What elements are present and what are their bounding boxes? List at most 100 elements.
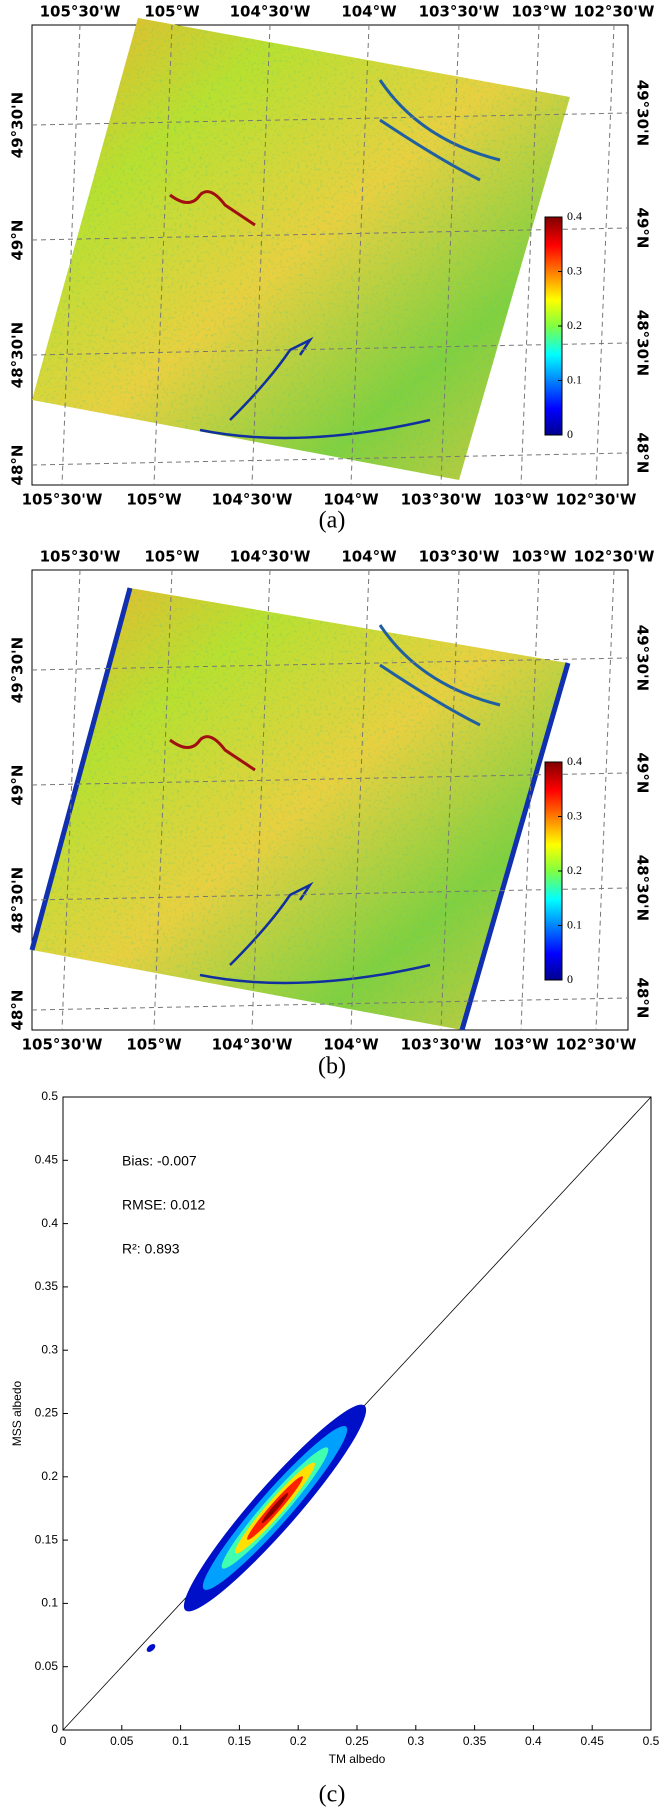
x-tick-label: 0.3 (407, 1734, 424, 1748)
river (378, 624, 501, 727)
lat-label: 48°30'N (9, 322, 27, 388)
map-panel: 105°30'W 105°30'W 105°W 105°W 104°30'W 104°30… (9, 3, 655, 534)
y-tick-label: 0.45 (35, 1152, 59, 1166)
colorbar-tick-label: 0 (567, 427, 573, 441)
x-tick-label: 0.2 (290, 1734, 307, 1748)
map-grid-line (31, 657, 629, 671)
lon-label: 103°30'W (401, 1036, 482, 1054)
y-tick-label: 0.4 (41, 1216, 58, 1230)
lon-label: 104°W (323, 491, 379, 509)
panel-caption: (b) (318, 1054, 346, 1080)
lon-label: 102°30'W (556, 1036, 637, 1054)
colorbar-tick-label: 0.2 (567, 318, 582, 332)
lon-label: 105°W (144, 3, 200, 21)
lat-label: 48°N (634, 978, 652, 1019)
annotation: RMSE: 0.012 (122, 1197, 205, 1213)
colorbar-tick-label: 0.4 (567, 209, 582, 223)
y-tick-label: 0.25 (35, 1406, 59, 1420)
colorbar-tick-label: 0 (567, 972, 573, 986)
lon-label: 103°W (493, 1036, 549, 1054)
map-grid-line (31, 342, 629, 356)
river (378, 79, 501, 182)
lon-label: 105°W (126, 1036, 182, 1054)
lat-label: 48°N (9, 990, 27, 1031)
lon-label: 104°30'W (212, 1036, 293, 1054)
lat-label: 48°30'N (634, 310, 652, 376)
x-axis-label: TM albedo (329, 1752, 386, 1766)
map-grid-line (350, 24, 370, 486)
x-tick-label: 0.05 (110, 1734, 134, 1748)
map-grid-line (251, 24, 271, 486)
lon-label: 105°W (126, 491, 182, 509)
colorbar-tick-label: 0.3 (567, 808, 582, 822)
lon-label: 103°30'W (419, 3, 500, 21)
lat-label: 49°N (9, 220, 27, 261)
x-tick-label: 0.5 (643, 1734, 660, 1748)
map-grid-line (31, 997, 629, 1011)
x-tick-label: 0.25 (345, 1734, 369, 1748)
lat-label: 49°30'N (9, 637, 27, 703)
map-grid-line (251, 569, 271, 1031)
lat-label: 49°30'N (9, 92, 27, 158)
y-tick-label: 0.3 (41, 1342, 58, 1356)
lon-label: 102°30'W (574, 3, 655, 21)
river (169, 190, 256, 227)
y-tick-label: 0.5 (41, 1089, 58, 1103)
y-axis-label: MSS albedo (10, 1380, 24, 1446)
colorbar-tick-label: 0.1 (567, 917, 582, 931)
map-grid-line (153, 24, 173, 486)
map-grid-line (520, 569, 540, 1031)
annotation: R²: 0.893 (122, 1241, 180, 1257)
river (199, 881, 431, 985)
colorbar-tick-label: 0.3 (567, 263, 582, 277)
lon-label: 104°W (341, 548, 397, 566)
map-grid-line (153, 569, 173, 1031)
lat-label: 48°30'N (634, 855, 652, 921)
map-grid-line (31, 112, 629, 126)
scene-edge (459, 662, 571, 1031)
density-cloud (146, 1404, 367, 1652)
colorbar-tick-label: 0.1 (567, 372, 582, 386)
lon-label: 105°30'W (40, 3, 121, 21)
x-tick-label: 0.1 (172, 1734, 189, 1748)
lon-label: 105°W (144, 548, 200, 566)
lon-label: 102°30'W (574, 548, 655, 566)
annotation: Bias: -0.007 (122, 1153, 197, 1169)
lon-label: 104°W (341, 3, 397, 21)
x-tick-label: 0.45 (581, 1734, 605, 1748)
panel-caption: (a) (319, 508, 346, 534)
lon-label: 105°30'W (22, 491, 103, 509)
lat-label: 48°30'N (9, 867, 27, 933)
x-tick-label: 0 (60, 1734, 67, 1748)
map-grid-line (440, 569, 460, 1031)
lat-label: 49°30'N (634, 625, 652, 691)
map-grid-line (31, 772, 629, 786)
lon-label: 102°30'W (556, 491, 637, 509)
lat-label: 48°N (634, 433, 652, 474)
lon-label: 105°30'W (22, 1036, 103, 1054)
lon-label: 103°30'W (401, 491, 482, 509)
lat-label: 49°N (634, 753, 652, 794)
map-panel: 105°30'W 105°30'W 105°W 105°W 104°30'W 104°30… (9, 548, 655, 1080)
y-tick-label: 0.15 (35, 1532, 59, 1546)
x-tick-label: 0.15 (228, 1734, 252, 1748)
lon-label: 103°W (511, 548, 567, 566)
map-grid-line (520, 24, 540, 486)
lat-label: 49°N (634, 208, 652, 249)
x-tick-label: 0.4 (525, 1734, 542, 1748)
y-tick-label: 0.05 (35, 1659, 59, 1673)
map-grid-line (31, 227, 629, 241)
river (199, 336, 431, 440)
scene-edge (29, 587, 133, 951)
map-grid-line (31, 452, 629, 466)
river (169, 735, 256, 772)
lon-label: 104°30'W (230, 548, 311, 566)
map-grid-line (61, 569, 81, 1031)
lon-label: 103°W (511, 3, 567, 21)
map-grid-line (595, 569, 615, 1031)
panel-caption: (c) (319, 1782, 346, 1808)
lat-label: 48°N (9, 445, 27, 486)
x-tick-label: 0.35 (463, 1734, 487, 1748)
